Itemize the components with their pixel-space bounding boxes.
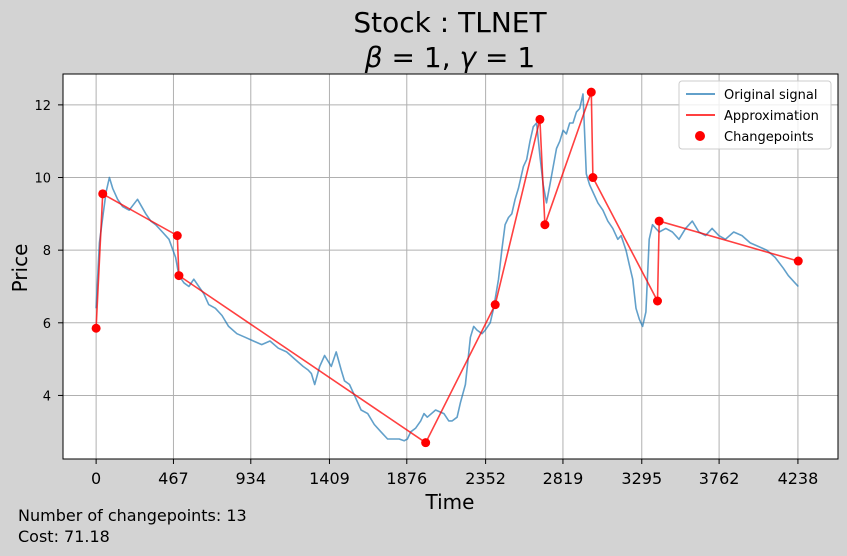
x-axis-label: Time bbox=[425, 490, 475, 514]
legend-label-approximation: Approximation bbox=[724, 109, 819, 124]
changepoints-count-text: Number of changepoints: 13 bbox=[18, 506, 247, 525]
changepoint-marker bbox=[535, 114, 545, 124]
x-tick-label: 3762 bbox=[699, 469, 740, 488]
y-tick-label: 10 bbox=[34, 172, 51, 187]
changepoint-marker bbox=[588, 173, 598, 183]
changepoint-marker bbox=[540, 220, 550, 230]
y-tick-label: 4 bbox=[43, 389, 51, 404]
legend-label-changepoints: Changepoints bbox=[724, 130, 814, 145]
legend: Original signal Approximation Changepoin… bbox=[678, 80, 832, 150]
x-tick-label: 2819 bbox=[543, 469, 584, 488]
series-original-signal-line bbox=[95, 93, 799, 442]
changepoint-marker bbox=[586, 87, 596, 97]
changepoint-marker bbox=[490, 300, 500, 310]
y-tick-label: 8 bbox=[43, 244, 51, 259]
changepoint-marker bbox=[91, 323, 101, 333]
x-tick-label: 2352 bbox=[465, 469, 506, 488]
changepoint-marker bbox=[172, 231, 182, 241]
x-tick-label: 1876 bbox=[386, 469, 427, 488]
legend-box bbox=[678, 80, 832, 150]
changepoint-marker bbox=[98, 189, 108, 199]
chart-subtitle: β = 1, γ = 1 bbox=[364, 41, 535, 74]
changepoint-marker bbox=[421, 438, 431, 448]
x-tick-label: 934 bbox=[236, 469, 267, 488]
changepoint-marker bbox=[793, 256, 803, 266]
y-tick-label: 6 bbox=[43, 317, 51, 332]
changepoint-marker bbox=[174, 271, 184, 281]
legend-label-signal: Original signal bbox=[724, 88, 817, 103]
y-axis-ticks: 4 6 8 10 12 bbox=[34, 99, 63, 404]
chart-title: Stock : TLNET bbox=[353, 6, 547, 39]
y-axis-label: Price bbox=[8, 244, 32, 293]
changepoint-marker bbox=[652, 296, 662, 306]
gamma-value: 1 bbox=[517, 41, 535, 74]
x-tick-label: 467 bbox=[158, 469, 189, 488]
x-tick-label: 3295 bbox=[621, 469, 662, 488]
cost-text: Cost: 71.18 bbox=[18, 527, 110, 546]
beta-value: 1 bbox=[424, 41, 442, 74]
changepoint-marker bbox=[654, 216, 664, 226]
x-tick-label: 0 bbox=[91, 469, 101, 488]
series-layer bbox=[91, 87, 803, 448]
x-tick-label: 1409 bbox=[309, 469, 350, 488]
x-tick-label: 4238 bbox=[778, 469, 819, 488]
y-tick-label: 12 bbox=[34, 99, 51, 114]
x-axis-ticks: 0 467 934 1409 1876 2352 2819 3295 3762 4238 bbox=[91, 459, 818, 488]
legend-swatch-changepoints bbox=[695, 131, 705, 141]
plot-frame bbox=[62, 73, 839, 460]
